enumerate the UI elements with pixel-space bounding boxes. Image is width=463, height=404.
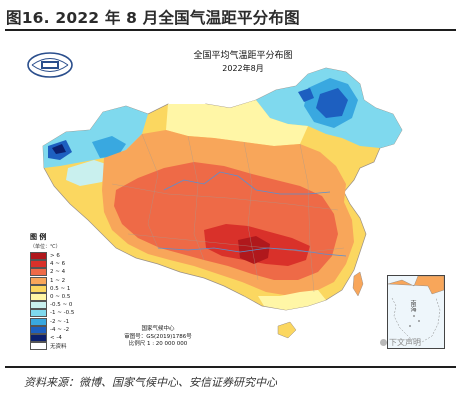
legend-label: 2 ~ 4 <box>50 269 66 276</box>
northeast-coldest <box>316 88 348 118</box>
legend-unit: （单位：℃） <box>30 244 61 250</box>
legend-swatch <box>30 293 47 302</box>
legend-swatch <box>30 301 47 310</box>
legend-item: 0.5 ~ 1 <box>30 284 96 293</box>
agency-line: 国家气候中心 <box>141 326 175 332</box>
legend-swatch <box>30 325 47 334</box>
south-china-sea-inset: 南海 <box>387 275 445 349</box>
legend-label: < -4 <box>50 334 62 341</box>
ncc-logo <box>26 50 74 80</box>
source-rule <box>5 366 456 368</box>
legend-title: 图 例 <box>30 233 47 241</box>
western-pale-zone <box>66 160 112 186</box>
taiwan-island <box>352 271 364 297</box>
legend-swatch <box>30 342 47 351</box>
legend-item: 1 ~ 2 <box>30 276 96 285</box>
yangtze-river <box>157 247 347 257</box>
legend-item: -1 ~ -0.5 <box>30 309 96 318</box>
legend-swatch <box>30 284 47 293</box>
map-subtitle: 2022年8月 <box>222 64 264 73</box>
yellow-river <box>163 171 331 195</box>
tarim-cool <box>92 136 126 158</box>
legend-label: > 6 <box>50 253 60 260</box>
province-boundaries <box>111 133 345 293</box>
legend-item: 无资料 <box>30 342 96 351</box>
figure-title: 图16. 2022 年 8 月全国气温距平分布图 <box>6 9 300 27</box>
title-rule <box>5 29 456 31</box>
legend-label: 0 ~ 0.5 <box>50 294 71 301</box>
wechat-icon <box>380 339 387 346</box>
map-title: 全国平均气温距平分布图 <box>193 51 293 61</box>
legend-label: -1 ~ -0.5 <box>50 310 75 317</box>
legend-item: -0.5 ~ 0 <box>30 301 96 310</box>
legend-label: -4 ~ -2 <box>50 326 70 333</box>
agency-line: 比例尺 1 : 20 000 000 <box>128 341 188 347</box>
legend-item: -2 ~ -1 <box>30 317 96 326</box>
legend-swatch <box>30 260 47 269</box>
legend-swatch <box>30 309 47 318</box>
agency-block: 国家气候中心 审图号：GS(2019)1786号 比例尺 1 : 20 000 … <box>118 326 198 349</box>
agency-line: 审图号：GS(2019)1786号 <box>124 333 192 340</box>
legend-label: 0.5 ~ 1 <box>50 285 71 292</box>
legend-swatch <box>30 276 47 285</box>
legend-swatch <box>30 252 47 261</box>
legend-item: < -4 <box>30 333 96 342</box>
legend-item: 2 ~ 4 <box>30 268 96 277</box>
legend-label: -2 ~ -1 <box>50 318 70 325</box>
legend-label: 无资料 <box>50 344 67 351</box>
legend-item: 4 ~ 6 <box>30 260 96 269</box>
legend-item: > 6 <box>30 252 96 261</box>
watermark: 下文声明 <box>380 337 421 348</box>
legend-item: 0 ~ 0.5 <box>30 293 96 302</box>
legend-swatch <box>30 317 47 326</box>
south-coast-pale <box>258 290 326 310</box>
source-note: 资料来源：微博、国家气候中心、安信证券研究中心 <box>24 376 277 389</box>
legend-swatch <box>30 268 47 277</box>
far-west-coldest <box>52 144 66 154</box>
legend-swatch <box>30 333 47 342</box>
hainan-island <box>277 321 297 339</box>
legend-label: 4 ~ 6 <box>50 261 66 268</box>
legend-label: 1 ~ 2 <box>50 277 66 284</box>
watermark-text: 下文声明 <box>389 338 421 347</box>
legend-label: -0.5 ~ 0 <box>50 302 73 309</box>
inset-label: 南海 <box>409 300 416 312</box>
hulunbuir-cold-spot <box>298 88 314 102</box>
china-anomaly-map <box>42 67 403 339</box>
legend-item: -4 ~ -2 <box>30 325 96 334</box>
north-pale-band <box>166 100 308 146</box>
